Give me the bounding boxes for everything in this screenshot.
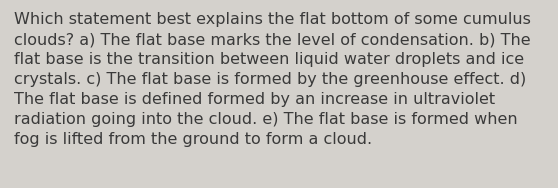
Text: Which statement best explains the flat bottom of some cumulus
clouds? a) The fla: Which statement best explains the flat b… [14,12,531,147]
